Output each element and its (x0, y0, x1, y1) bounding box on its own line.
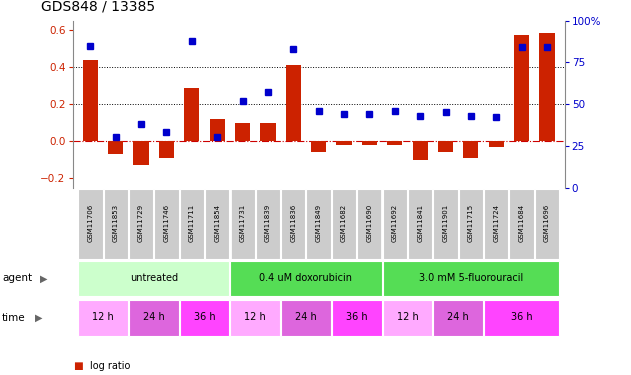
Bar (459, 189, 483, 259)
Bar (103, 189, 128, 259)
Bar (382, 300, 432, 336)
Text: agent: agent (2, 273, 32, 284)
Text: GSM11682: GSM11682 (341, 204, 347, 242)
Bar (281, 189, 305, 259)
Bar (286, 65, 301, 141)
Bar (332, 300, 382, 336)
Text: GSM11901: GSM11901 (442, 204, 449, 242)
Text: 12 h: 12 h (396, 312, 418, 322)
Bar (180, 189, 204, 259)
Bar (281, 300, 331, 336)
Bar (387, 141, 403, 145)
Bar (83, 60, 98, 141)
Bar (484, 189, 509, 259)
Bar (336, 141, 351, 145)
Text: GSM11841: GSM11841 (417, 204, 423, 242)
Text: 12 h: 12 h (92, 312, 114, 322)
Bar (261, 123, 276, 141)
Bar (205, 189, 229, 259)
Bar (129, 300, 179, 336)
Bar (484, 300, 559, 336)
Text: GSM11839: GSM11839 (265, 204, 271, 242)
Bar (514, 36, 529, 141)
Bar (78, 189, 102, 259)
Bar (78, 300, 128, 336)
Bar (463, 141, 478, 158)
Bar (230, 300, 280, 336)
Text: ▶: ▶ (35, 313, 42, 323)
Bar (129, 189, 153, 259)
Bar (357, 189, 382, 259)
Bar (382, 189, 407, 259)
Text: GSM11854: GSM11854 (214, 204, 220, 242)
Bar (540, 33, 555, 141)
Bar (413, 141, 428, 160)
Text: 36 h: 36 h (511, 312, 533, 322)
Bar (362, 141, 377, 145)
Text: GSM11836: GSM11836 (290, 204, 297, 242)
Bar (332, 189, 357, 259)
Text: 36 h: 36 h (346, 312, 367, 322)
Text: GSM11724: GSM11724 (493, 204, 499, 242)
Bar (535, 189, 559, 259)
Text: ■: ■ (73, 361, 82, 370)
Bar (408, 189, 432, 259)
Text: 0.4 uM doxorubicin: 0.4 uM doxorubicin (259, 273, 353, 283)
Bar (133, 141, 149, 165)
Bar (438, 141, 453, 152)
Bar (235, 123, 250, 141)
Bar (433, 300, 483, 336)
Text: 36 h: 36 h (194, 312, 215, 322)
Text: GDS848 / 13385: GDS848 / 13385 (41, 0, 155, 13)
Bar (230, 261, 382, 296)
Bar (509, 189, 534, 259)
Bar (154, 189, 179, 259)
Bar (209, 119, 225, 141)
Bar (108, 141, 123, 154)
Bar (311, 141, 326, 152)
Bar (382, 261, 559, 296)
Text: 12 h: 12 h (244, 312, 266, 322)
Text: 24 h: 24 h (295, 312, 317, 322)
Text: log ratio: log ratio (90, 361, 131, 370)
Text: GSM11849: GSM11849 (316, 204, 322, 242)
Bar (256, 189, 280, 259)
Text: 3.0 mM 5-fluorouracil: 3.0 mM 5-fluorouracil (419, 273, 523, 283)
Bar (488, 141, 504, 147)
Text: untreated: untreated (130, 273, 178, 283)
Bar (230, 189, 255, 259)
Bar (433, 189, 457, 259)
Text: GSM11853: GSM11853 (113, 204, 119, 242)
Bar (78, 261, 229, 296)
Text: GSM11746: GSM11746 (163, 204, 170, 242)
Text: GSM11711: GSM11711 (189, 204, 195, 242)
Bar (307, 189, 331, 259)
Text: 24 h: 24 h (447, 312, 469, 322)
Text: 24 h: 24 h (143, 312, 165, 322)
Text: GSM11731: GSM11731 (240, 204, 245, 242)
Text: ▶: ▶ (40, 273, 47, 284)
Text: GSM11684: GSM11684 (519, 204, 524, 242)
Text: GSM11715: GSM11715 (468, 204, 474, 242)
Text: GSM11690: GSM11690 (367, 204, 372, 242)
Text: GSM11692: GSM11692 (392, 204, 398, 242)
Text: GSM11729: GSM11729 (138, 204, 144, 242)
Bar (184, 88, 199, 141)
Text: GSM11696: GSM11696 (544, 204, 550, 242)
Bar (180, 300, 229, 336)
Text: GSM11706: GSM11706 (87, 204, 93, 242)
Bar (159, 141, 174, 158)
Text: time: time (2, 313, 25, 323)
